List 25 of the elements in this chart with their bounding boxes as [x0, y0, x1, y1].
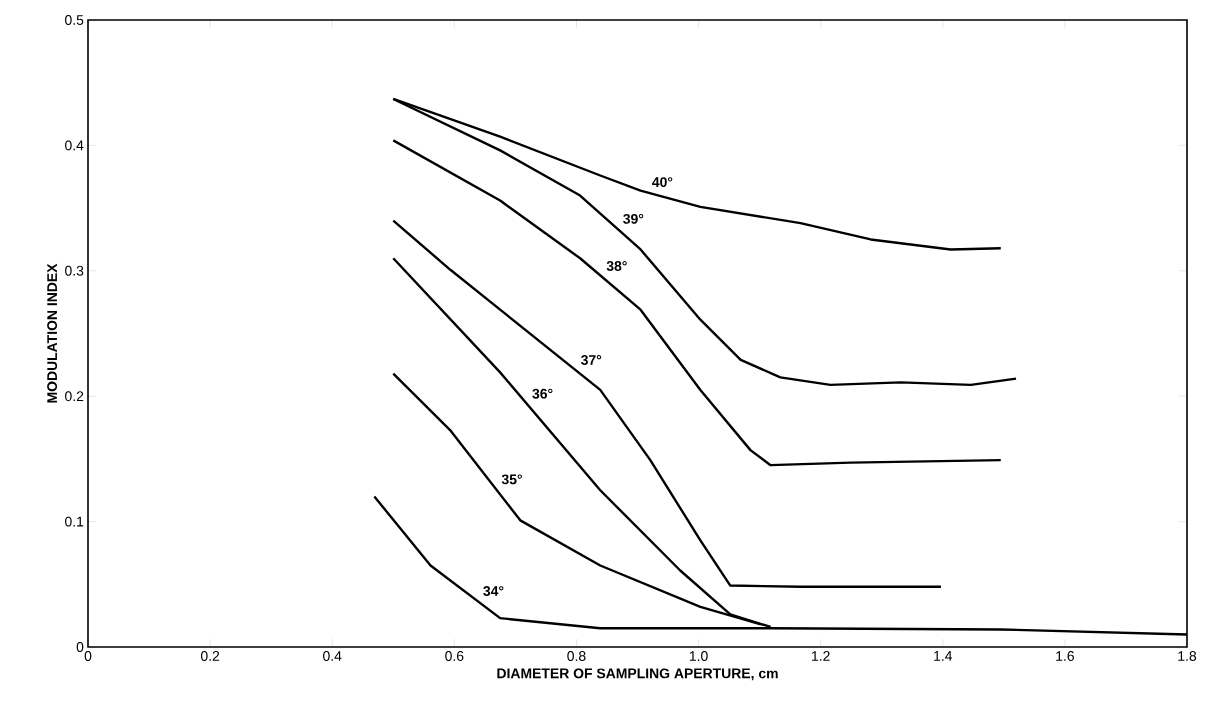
x-tick-label: 0.6	[445, 651, 464, 661]
x-tick-label: 1.2	[812, 651, 830, 661]
y-axis-title: MODULATION INDEX	[47, 263, 58, 403]
series-label: 34°	[483, 586, 504, 597]
x-tick-label: 0.2	[200, 651, 220, 661]
x-axis-title: DIAMETER OF SAMPLING APERTURE, cm	[497, 668, 778, 681]
x-tick-label: 1.6	[1056, 651, 1074, 661]
y-tick-label: 0.3	[65, 265, 84, 276]
x-tick-label: 1.0	[689, 651, 708, 661]
series-label: 40°	[652, 177, 673, 188]
x-tick-label: 1.4	[934, 651, 953, 661]
series-label: 35°	[501, 474, 522, 485]
y-tick-label: 0	[76, 642, 84, 652]
x-tick-label: 0	[84, 651, 92, 661]
x-tick-label: 0.8	[567, 651, 586, 661]
x-tick-label: 1.8	[1178, 651, 1197, 661]
y-tick-label: 0.5	[65, 15, 84, 25]
y-tick-label: 0.2	[65, 391, 84, 402]
series-label: 38°	[606, 261, 627, 271]
series-label: 37°	[581, 355, 602, 365]
y-tick-label: 0.1	[65, 516, 84, 527]
series-label: 36°	[532, 388, 553, 399]
series-label: 39°	[623, 213, 644, 224]
y-tick-label: 0.4	[65, 140, 84, 151]
x-tick-label: 0.4	[323, 651, 342, 661]
